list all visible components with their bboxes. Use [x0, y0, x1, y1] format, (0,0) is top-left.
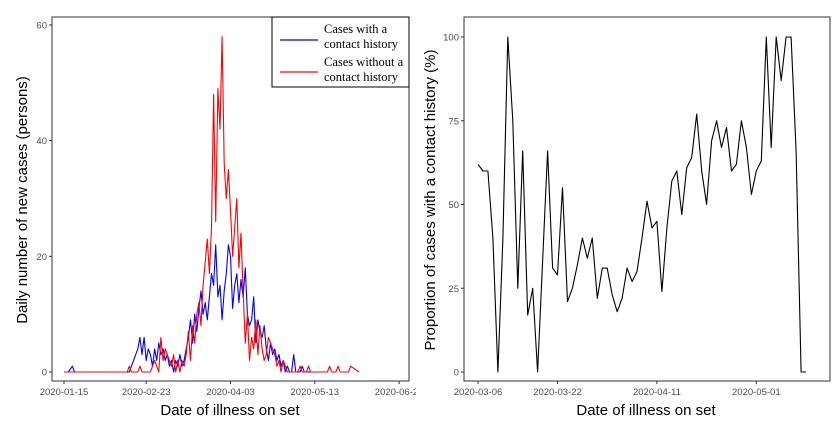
- left-x-tick-label: 2020-05-13: [290, 387, 339, 398]
- legend-label-contact-line1: Cases with a: [324, 22, 388, 36]
- right-x-tick-label: 2020-03-06: [454, 387, 503, 398]
- right-y-tick-label: 0: [454, 368, 459, 379]
- right-x-axis-title: Date of illness on set: [576, 402, 716, 419]
- left-x-tick-label: 2020-02-23: [122, 387, 171, 398]
- right-chart: 0 25 50 75 100 2020-03-06 2020-03-22 2020-04-1…: [422, 16, 831, 419]
- right-y-axis-title: Proportion of cases with a contact histo…: [422, 50, 439, 351]
- right-y-tick-label: 25: [448, 284, 459, 295]
- legend-label-contact-line2: contact history: [324, 37, 399, 51]
- left-series-line-1: [64, 36, 360, 373]
- right-x-tick-label: 2020-04-11: [633, 387, 681, 398]
- right-x-tick-label: 2020-03-22: [533, 387, 582, 398]
- right-y-tick-label: 50: [448, 200, 459, 211]
- left-x-axis-title: Date of illness on set: [160, 402, 300, 419]
- left-y-axis-title: Daily number of new cases (persons): [14, 76, 31, 324]
- left-y-tick-label: 20: [36, 252, 47, 263]
- left-y-tick-label: 60: [36, 21, 47, 32]
- left-x-tick-label: 2020-01-15: [40, 387, 89, 398]
- right-y-tick-label: 75: [448, 116, 459, 127]
- right-y-tick-label: 100: [443, 33, 459, 44]
- left-chart: 0 20 40 60 2020-01-15 2020-02-23 2020-04-03 20…: [14, 16, 416, 419]
- left-x-tick-label: 2020-04-03: [206, 387, 255, 398]
- legend-label-no-contact-line1: Cases without a: [324, 55, 404, 69]
- legend-label-no-contact-line2: contact history: [324, 70, 399, 84]
- right-plot-panel: [463, 16, 831, 382]
- left-x-tick-label: 2020-06-22: [375, 387, 416, 398]
- left-y-tick-label: 0: [42, 368, 47, 379]
- right-series-line-0: [477, 36, 806, 373]
- left-y-tick-label: 40: [36, 136, 47, 147]
- legend-box: [271, 16, 410, 88]
- right-x-tick-label: 2020-05-01: [732, 387, 781, 398]
- legend: Cases with a contact history Cases witho…: [271, 16, 410, 88]
